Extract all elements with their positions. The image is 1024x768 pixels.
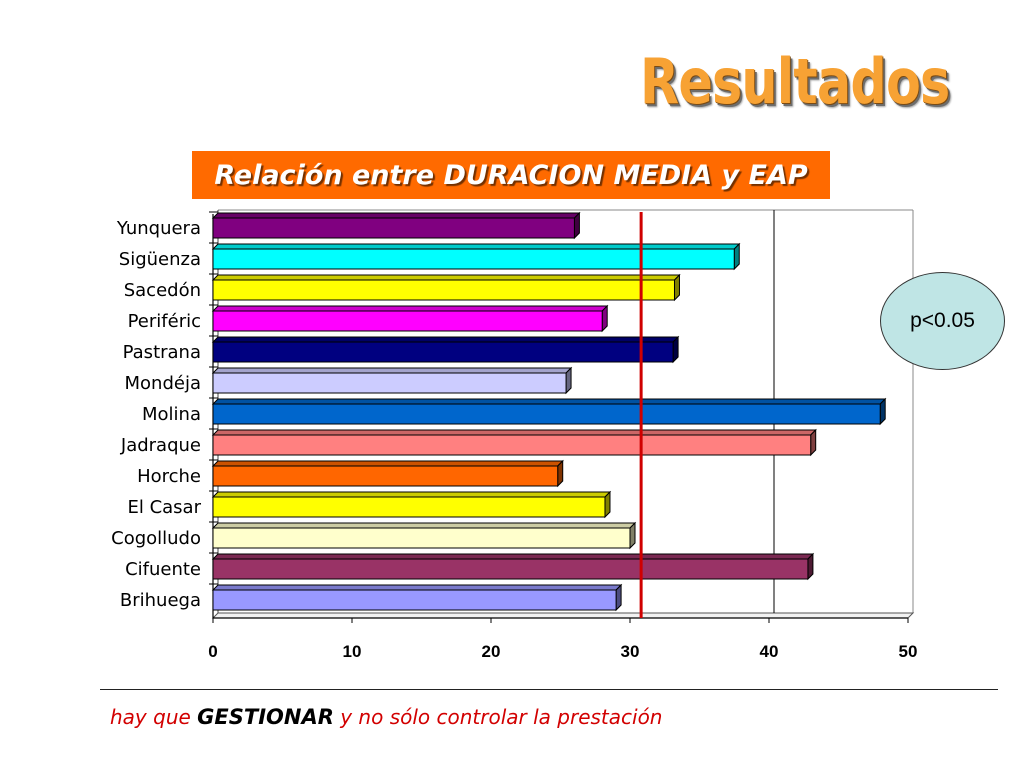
bar-front-face [212,279,675,301]
footer-text-start: hay que [110,705,198,729]
bar-top-face [211,522,637,529]
footer-divider [100,689,998,690]
bar-top-face [211,584,623,591]
bar [211,521,637,550]
category-label: Cifuente [125,559,201,580]
category-label: Mondéja [125,373,201,394]
bar [211,242,741,271]
bar-top-face [211,305,609,312]
bar-top-face [211,274,681,281]
x-tick-label: 40 [760,642,779,661]
slide-title: Resultados [640,45,950,118]
chart-title-banner: Relación entre DURACION MEDIA y EAP [192,151,830,199]
bar [211,273,681,302]
bar-top-face [211,491,612,498]
bars [211,211,887,612]
category-label: Jadraque [120,435,201,456]
x-tick-label: 0 [208,642,217,661]
bar [211,459,564,488]
bar-top-face [211,553,815,560]
category-label: El Casar [127,497,201,518]
bar-top-face [211,429,817,436]
bar-front-face [212,527,631,549]
bar-front-face [212,434,812,456]
bar-side-face [672,335,679,364]
bar-front-face [212,248,735,270]
bar-front-face [212,310,603,332]
bar [211,490,612,519]
bar-top-face [211,243,741,250]
bar-top-face [211,212,581,219]
bar-front-face [212,496,606,518]
category-label: Brihuega [120,590,201,611]
x-tick-label: 10 [343,642,362,661]
bar-side-face [604,490,611,519]
bar [211,397,887,426]
bar [211,552,815,581]
category-label: Sacedón [124,280,201,301]
x-tick-label: 30 [621,642,640,661]
y-axis-labels: Yunquera Sigüenza Sacedón Periféric Pastrana… [111,218,201,611]
footer-text-end: y no sólo controlar la prestación [333,705,663,729]
chart-title: Relación entre DURACION MEDIA y EAP [214,159,808,191]
bar-front-face [212,465,559,487]
bar-front-face [212,341,674,363]
significance-label: p<0.05 [910,309,975,332]
category-label: Pastrana [123,342,201,363]
bar-top-face [211,398,887,405]
bar-side-face [629,521,636,550]
bar [211,211,581,240]
bar-side-face [879,397,886,426]
bar-front-face [212,372,567,394]
category-label: Cogolludo [111,528,201,549]
category-label: Molina [142,404,201,425]
x-tick-label: 50 [899,642,918,661]
category-label: Yunquera [116,218,201,239]
bar-side-face [601,304,608,333]
significance-bubble: p<0.05 [880,272,1005,370]
bar-side-face [673,273,680,302]
bar-top-face [211,367,573,374]
bar-front-face [212,217,575,239]
category-label: Sigüenza [119,249,201,270]
bar-front-face [212,403,881,425]
bar [211,428,817,457]
bar-top-face [211,336,680,343]
x-tick-label: 20 [482,642,501,661]
bar-front-face [212,589,617,611]
bar-side-face [807,552,814,581]
bar [211,366,573,395]
bar [211,335,680,364]
bar [211,583,623,612]
bar-side-face [573,211,580,240]
bar-side-face [565,366,572,395]
bar-side-face [733,242,740,271]
category-label: Periféric [128,311,201,332]
footer-emphasis: GESTIONAR [197,705,334,729]
bar [211,304,609,333]
bar-front-face [212,558,809,580]
bar-side-face [810,428,817,457]
footer-note: hay que GESTIONAR y no sólo controlar la… [110,705,662,735]
bar-side-face [615,583,622,612]
x-axis-labels: 0 10 20 30 40 50 [208,642,917,661]
bar-side-face [557,459,564,488]
category-label: Horche [137,466,201,487]
bar-top-face [211,460,564,467]
